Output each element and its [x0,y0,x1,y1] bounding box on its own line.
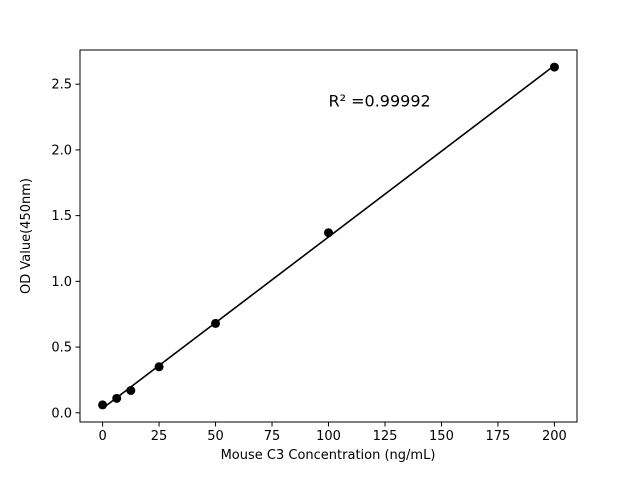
data-point [126,385,136,395]
x-tick-label: 125 [373,429,398,444]
x-tick-label: 200 [542,429,567,444]
x-axis-label: Mouse C3 Concentration (ng/mL) [221,448,436,463]
data-point [112,393,122,403]
y-axis-label: OD Value(450nm) [19,178,34,294]
x-tick-label: 150 [429,429,454,444]
y-tick-label: 0.5 [51,341,72,356]
y-tick-label: 1.0 [51,275,72,290]
y-tick-label: 2.0 [51,143,72,158]
x-tick-label: 25 [151,429,168,444]
data-point [324,228,333,238]
x-tick-label: 100 [316,429,341,444]
y-tick-label: 2.5 [51,78,72,93]
data-point [211,318,221,328]
r-squared-annotation: R² =0.99992 [329,92,431,111]
y-tick-label: 1.5 [51,209,72,224]
x-tick-label: 0 [98,429,106,444]
x-tick-label: 175 [486,429,511,444]
data-point [549,62,559,72]
x-tick-label: 75 [264,429,281,444]
data-point [98,400,108,410]
plot-layer: 0 25 50 75 100 125 150 175 200 0.0 0.5 1.0 1.5 2.0 2.5 [51,49,578,444]
y-tick-label: 0.0 [51,406,72,421]
x-tick-label: 50 [207,429,224,444]
data-point [154,362,164,372]
